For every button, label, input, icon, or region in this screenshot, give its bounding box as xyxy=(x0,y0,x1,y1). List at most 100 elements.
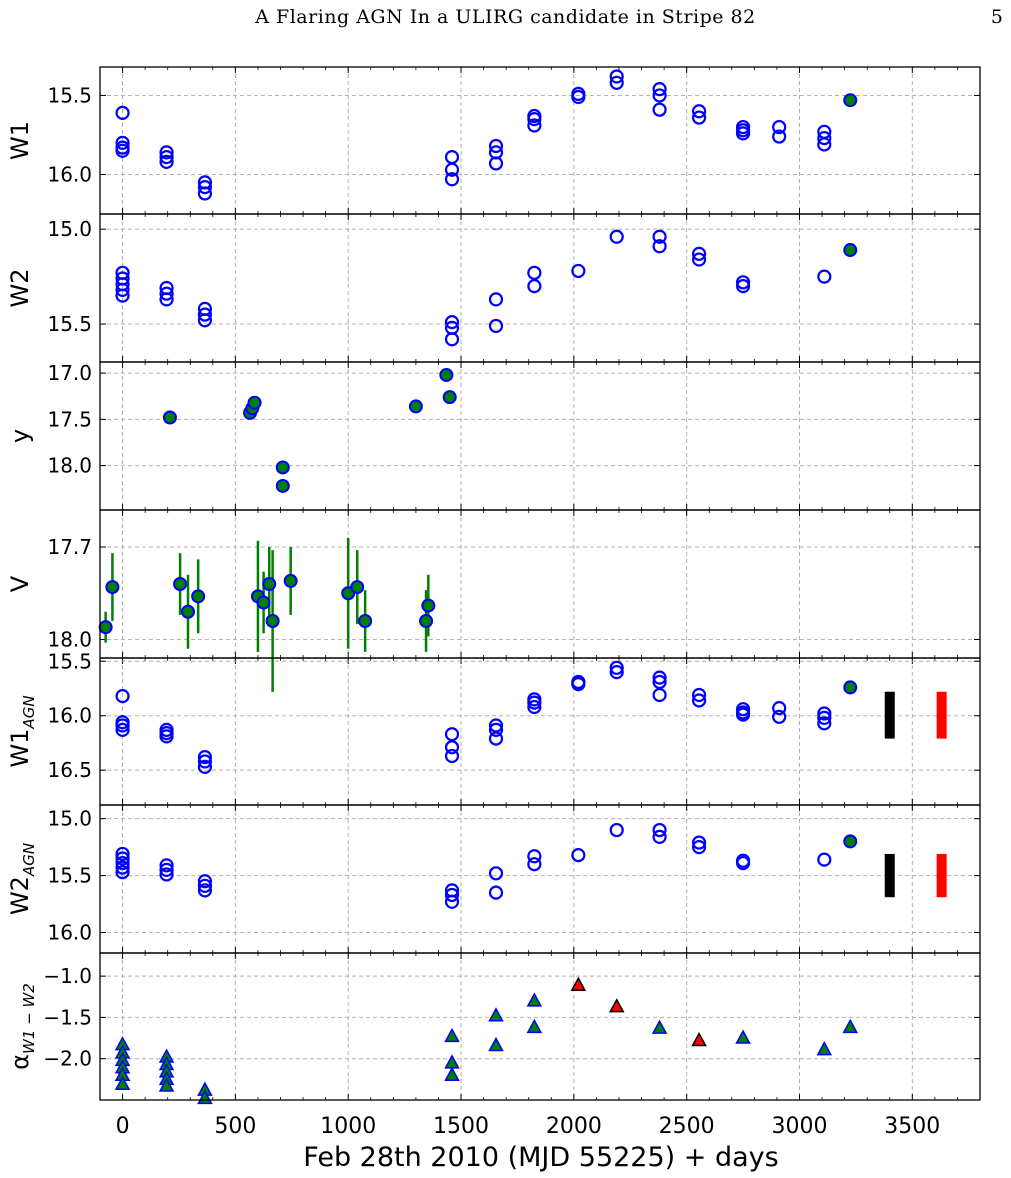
data-point-open xyxy=(197,749,213,765)
y-tick-label: 17.7 xyxy=(47,535,92,559)
data-point-open xyxy=(444,149,460,165)
data-point-open xyxy=(444,748,460,764)
y-tick-label: 15.0 xyxy=(47,807,92,831)
data-point-open xyxy=(159,867,174,882)
data-point-open xyxy=(159,145,174,160)
y-tick-label: 17.0 xyxy=(47,361,92,385)
data-point-open xyxy=(652,229,667,244)
data-point-triangle xyxy=(158,1077,175,1092)
data-point xyxy=(265,614,280,628)
data-point-open xyxy=(691,104,707,119)
data-point-open xyxy=(527,699,542,715)
data-point-open xyxy=(444,887,460,903)
data-point-open xyxy=(115,105,130,120)
panel-1: 15.5 16.0 W1 xyxy=(6,66,981,215)
data-point-open xyxy=(488,866,504,881)
data-point xyxy=(191,589,206,604)
data-point-open xyxy=(527,118,542,133)
data-point-filled xyxy=(442,390,457,405)
data-point-open xyxy=(159,729,174,744)
data-point-open xyxy=(609,660,624,675)
data-point-open xyxy=(652,822,667,838)
data-point xyxy=(173,577,188,591)
x-axis-label: Feb 28th 2010 (MJD 55225) + days xyxy=(303,1142,778,1173)
data-point-filled xyxy=(843,680,858,695)
x-tick-label: 2000 xyxy=(546,1114,602,1139)
y-axis-label: y xyxy=(6,429,34,443)
data-point-open xyxy=(159,149,174,165)
data-point-open xyxy=(735,855,751,871)
data-point-open xyxy=(735,126,751,141)
panel-4: 17.7 18.0 V xyxy=(6,509,981,692)
data-point xyxy=(98,620,113,635)
data-point-triangle xyxy=(816,1041,833,1056)
y-axis-label: W1 xyxy=(6,121,34,160)
data-point-open xyxy=(488,318,504,334)
y-tick-label: −2.0 xyxy=(43,1047,92,1071)
data-point-open xyxy=(691,840,707,855)
data-point-open xyxy=(571,677,586,692)
data-point-open xyxy=(571,89,586,105)
panel-3: 17.0 17.5 18.0 y xyxy=(6,361,981,511)
data-point-open xyxy=(571,847,586,863)
data-point-open xyxy=(488,731,504,746)
data-point-open xyxy=(735,707,751,722)
y-tick-label: 16.0 xyxy=(47,704,92,728)
data-point-open xyxy=(159,858,174,873)
y-tick-label: 18.0 xyxy=(47,628,92,652)
panel-frame xyxy=(99,657,981,806)
y-axis-label: αW1 − W2 xyxy=(6,983,38,1070)
data-point-open xyxy=(488,292,504,307)
data-point xyxy=(283,573,298,588)
data-point-open xyxy=(691,246,707,261)
data-point-open xyxy=(115,722,130,737)
y-tick-label: 15.0 xyxy=(47,217,92,241)
data-point xyxy=(256,595,271,610)
data-point-open xyxy=(444,894,460,909)
data-point-open xyxy=(115,689,130,704)
data-point-open xyxy=(197,313,213,328)
data-point-open xyxy=(817,710,832,725)
data-point-open xyxy=(488,138,504,154)
data-point-open xyxy=(115,143,130,158)
data-point-triangle xyxy=(488,1007,504,1022)
data-point-open xyxy=(197,883,213,898)
data-point-open xyxy=(197,754,213,769)
data-point-filled xyxy=(275,460,290,475)
x-tick-label: 1500 xyxy=(433,1114,489,1139)
data-point-open xyxy=(115,846,130,862)
data-point-open xyxy=(735,279,751,294)
x-tick-label: 2500 xyxy=(659,1114,715,1139)
data-point-open xyxy=(444,727,460,742)
data-point-triangle xyxy=(444,1054,460,1069)
y-axis-label: V xyxy=(6,575,34,592)
data-point-open xyxy=(444,172,460,187)
data-point-open xyxy=(444,740,460,755)
data-point-open xyxy=(652,239,667,254)
data-point-open xyxy=(197,874,213,889)
data-point-triangle xyxy=(608,998,625,1013)
data-point-open xyxy=(159,292,174,307)
y-tick-label: 18.0 xyxy=(47,454,92,478)
panel-frame xyxy=(99,509,981,659)
data-point-open xyxy=(527,857,542,872)
data-point-open xyxy=(527,849,542,864)
data-point-open xyxy=(527,279,542,294)
data-point-open xyxy=(527,695,542,710)
data-point-open xyxy=(652,88,667,103)
data-point-open xyxy=(609,665,624,680)
data-point xyxy=(262,577,277,591)
data-point-open xyxy=(115,855,130,871)
data-point-open xyxy=(159,862,174,877)
data-point-open xyxy=(527,112,542,127)
data-point-open xyxy=(527,265,542,280)
y-tick-label: 16.0 xyxy=(47,162,92,186)
data-point-open xyxy=(115,860,130,875)
data-point-open xyxy=(115,135,130,150)
data-point-triangle xyxy=(444,1027,460,1043)
panel-frame xyxy=(99,952,981,1101)
x-tick-label: 3000 xyxy=(771,1114,827,1139)
data-point-open xyxy=(652,687,667,703)
y-tick-label: 15.5 xyxy=(47,649,92,673)
